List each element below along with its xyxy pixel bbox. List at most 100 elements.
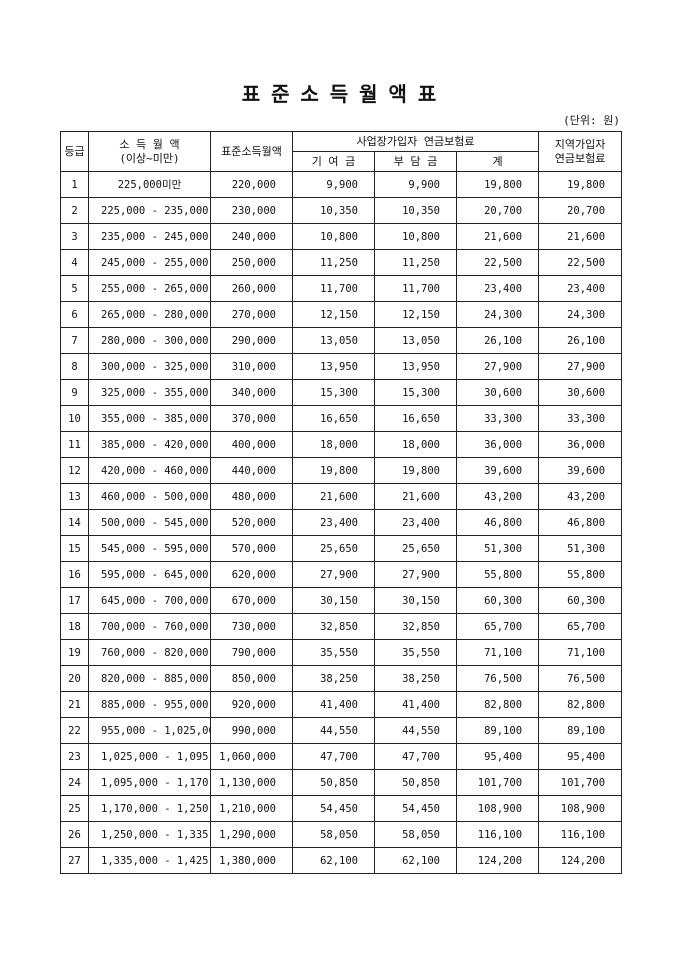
table-cell: 340,000 [210, 379, 293, 406]
income-table: 등급 소 득 월 액 (이상~미만) 표준소득월액 사업장가입자 연금보험료 지역… [60, 131, 623, 874]
table-cell: 255,000 - 265,000 [88, 275, 211, 302]
table-cell: 46,800 [455, 509, 540, 536]
table-row: 271,335,000 - 1,425,0001,380,00062,10062… [60, 847, 623, 874]
table-cell: 24 [60, 769, 89, 796]
table-cell: 290,000 [210, 327, 293, 354]
table-cell: 39,600 [455, 457, 540, 484]
table-row: 11 385,000 - 420,000 400,000 18,000 18,000 36… [60, 431, 623, 458]
table-cell: 6 [60, 301, 89, 328]
table-cell: 35,550 [374, 639, 457, 666]
table-cell: 500,000 - 545,000 [88, 509, 211, 536]
table-cell: 43,200 [455, 483, 540, 510]
table-cell: 44,550 [374, 717, 457, 744]
table-cell: 23,400 [538, 275, 623, 302]
table-row: 20 820,000 - 885,000 850,000 38,250 38,250 76… [60, 665, 623, 692]
table-cell: 51,300 [455, 535, 540, 562]
table-cell: 1 [60, 171, 89, 198]
table-cell: 19 [60, 639, 89, 666]
table-cell: 700,000 - 760,000 [88, 613, 211, 640]
table-row: 8 300,000 - 325,000 310,000 13,950 13,950 27,… [60, 353, 623, 380]
table-cell: 82,800 [455, 691, 540, 718]
table-cell: 36,000 [455, 431, 540, 458]
header-cell: 부 담 금 [374, 151, 457, 172]
table-cell: 108,900 [538, 795, 623, 822]
table-cell: 33,300 [455, 405, 540, 432]
table-cell: 55,800 [455, 561, 540, 588]
table-cell: 32,850 [292, 613, 375, 640]
table-cell: 30,150 [292, 587, 375, 614]
table-cell: 310,000 [210, 353, 293, 380]
table-cell: 460,000 - 500,000 [88, 483, 211, 510]
table-cell: 990,000 [210, 717, 293, 744]
table-cell: 39,600 [538, 457, 623, 484]
table-cell: 20,700 [538, 197, 623, 224]
table-row: 19 760,000 - 820,000 790,000 35,550 35,550 71… [60, 639, 623, 666]
table-cell: 41,400 [292, 691, 375, 718]
header-cell: 계 [455, 151, 540, 172]
table-cell: 47,700 [374, 743, 457, 770]
table-cell: 15 [60, 535, 89, 562]
table-cell: 23,400 [374, 509, 457, 536]
table-cell: 24,300 [538, 301, 623, 328]
table-cell: 58,050 [292, 821, 375, 848]
table-row: 1 225,000미만 220,000 9,900 9,900 19,800 19,800 [60, 171, 623, 198]
table-cell: 225,000미만 [88, 171, 211, 198]
table-cell: 18,000 [374, 431, 457, 458]
table-cell: 760,000 - 820,000 [88, 639, 211, 666]
table-cell: 1,060,000 [210, 743, 293, 770]
table-cell: 5 [60, 275, 89, 302]
table-cell: 38,250 [374, 665, 457, 692]
table-cell: 4 [60, 249, 89, 276]
table-row: 9 325,000 - 355,000 340,000 15,300 15,300 30,… [60, 379, 623, 406]
header-row: 등급 소 득 월 액 (이상~미만) 표준소득월액 사업장가입자 연금보험료 지역… [60, 131, 623, 172]
table-cell: 1,335,000 - 1,425,000 [88, 847, 211, 874]
table-cell: 22 [60, 717, 89, 744]
table-cell: 11,700 [292, 275, 375, 302]
table-cell: 7 [60, 327, 89, 354]
table-cell: 71,100 [538, 639, 623, 666]
table-cell: 820,000 - 885,000 [88, 665, 211, 692]
header-cell: 지역가입자 연금보험료 [538, 131, 623, 172]
table-cell: 22,500 [455, 249, 540, 276]
table-cell: 21,600 [538, 223, 623, 250]
table-cell: 65,700 [538, 613, 623, 640]
table-cell: 124,200 [538, 847, 623, 874]
table-cell: 325,000 - 355,000 [88, 379, 211, 406]
table-cell: 65,700 [455, 613, 540, 640]
table-cell: 850,000 [210, 665, 293, 692]
table-row: 241,095,000 - 1,170,0001,130,00050,85050… [60, 769, 623, 796]
table-cell: 420,000 - 460,000 [88, 457, 211, 484]
table-cell: 25,650 [374, 535, 457, 562]
table-cell: 9,900 [292, 171, 375, 198]
table-cell: 8 [60, 353, 89, 380]
table-cell: 270,000 [210, 301, 293, 328]
table-cell: 620,000 [210, 561, 293, 588]
table-cell: 60,300 [538, 587, 623, 614]
table-cell: 124,200 [455, 847, 540, 874]
table-row: 15 545,000 - 595,000 570,000 25,650 25,650 51… [60, 535, 623, 562]
table-cell: 50,850 [292, 769, 375, 796]
table-row: 14 500,000 - 545,000 520,000 23,400 23,400 46… [60, 509, 623, 536]
table-cell: 11,250 [374, 249, 457, 276]
table-cell: 55,800 [538, 561, 623, 588]
table-cell: 30,600 [538, 379, 623, 406]
table-cell: 33,300 [538, 405, 623, 432]
table-cell: 440,000 [210, 457, 293, 484]
header-cell: 소 득 월 액 (이상~미만) [88, 131, 211, 172]
table-row: 4 245,000 - 255,000 250,000 11,250 11,250 22,… [60, 249, 623, 276]
table-cell: 1,210,000 [210, 795, 293, 822]
table-cell: 14 [60, 509, 89, 536]
table-cell: 2 [60, 197, 89, 224]
table-cell: 3 [60, 223, 89, 250]
table-cell: 19,800 [538, 171, 623, 198]
table-row: 3 235,000 - 245,000 240,000 10,800 10,800 21,… [60, 223, 623, 250]
table-cell: 76,500 [538, 665, 623, 692]
table-cell: 400,000 [210, 431, 293, 458]
table-cell: 595,000 - 645,000 [88, 561, 211, 588]
table-cell: 955,000 - 1,025,000 [88, 717, 211, 744]
table-cell: 30,600 [455, 379, 540, 406]
table-cell: 10,350 [374, 197, 457, 224]
table-row: 12 420,000 - 460,000 440,000 19,800 19,800 39… [60, 457, 623, 484]
table-cell: 11,700 [374, 275, 457, 302]
table-cell: 82,800 [538, 691, 623, 718]
